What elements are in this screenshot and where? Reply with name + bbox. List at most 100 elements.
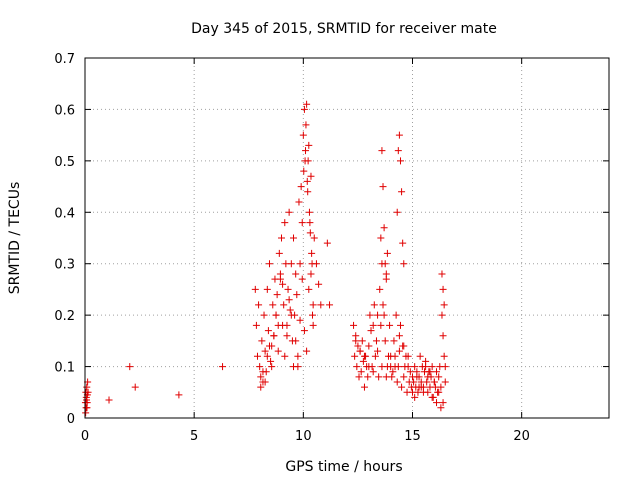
data-point [433,399,441,407]
data-point [264,327,272,335]
data-point [433,368,441,376]
data-point [303,347,311,355]
data-point [377,234,385,242]
data-point [253,352,261,360]
data-point [380,224,388,232]
data-point [299,131,307,139]
data-point [378,147,386,155]
data-point [395,332,403,340]
data-point [267,357,275,365]
data-points [81,100,449,417]
data-point [353,363,361,371]
data-point [409,388,416,396]
data-point [365,342,373,350]
data-point [383,249,391,257]
data-point [312,260,320,268]
data-point [359,357,367,365]
data-point [372,337,380,345]
data-point [356,347,364,355]
data-point [126,363,134,371]
data-point [261,347,269,355]
data-point [371,352,379,360]
data-point [396,321,404,329]
x-tick-label: 0 [81,429,89,444]
data-point [278,234,285,242]
data-point [387,352,395,360]
data-point [175,391,183,399]
grid-lines [85,58,609,418]
data-point [284,285,292,293]
data-point [272,311,280,319]
data-point [296,316,304,324]
data-point [426,368,434,376]
data-point [298,275,306,283]
data-point [82,409,90,417]
data-point [281,219,289,227]
data-point [296,260,304,268]
data-point [257,373,265,381]
data-point [352,337,360,345]
data-point [292,270,300,278]
y-tick-label: 0.7 [54,52,75,67]
data-point [411,363,419,371]
data-point [105,396,113,404]
data-point [351,352,359,360]
data-point [300,167,308,175]
data-point [265,260,273,268]
data-point [374,347,382,355]
data-point [294,352,302,360]
data-point [304,188,312,196]
data-point [274,347,282,355]
data-point [287,260,295,268]
data-point [392,311,400,319]
data-point [395,131,403,139]
data-point [395,347,403,355]
data-point [297,183,305,191]
data-point [360,352,368,360]
data-point [280,301,288,309]
data-point [375,373,383,381]
data-point [292,337,300,345]
data-point [381,337,389,345]
data-point [406,368,414,376]
data-point [399,239,407,247]
data-point [309,311,317,319]
data-point [423,378,431,386]
data-point [305,208,313,216]
data-point [390,337,398,345]
data-point [276,275,284,283]
data-point [398,383,406,391]
data-point [398,188,406,196]
data-point [252,321,260,329]
data-point [440,301,448,309]
data-point [435,373,443,381]
data-point [326,301,334,309]
data-point [306,229,314,237]
data-point [290,234,298,242]
data-point [323,239,331,247]
data-point [259,368,267,376]
data-point [295,198,303,206]
y-tick-label: 0.6 [54,103,75,118]
data-point [411,393,419,401]
data-point [404,352,412,360]
data-point [416,352,424,360]
data-point [393,208,401,216]
data-point [265,342,273,350]
data-point [317,301,325,309]
data-point [255,301,263,309]
data-point [315,280,323,288]
data-point [437,404,445,412]
data-point [435,388,443,396]
data-point [261,378,269,386]
data-point [364,373,372,381]
data-point [415,383,423,391]
y-axis-label: SRMTID / TECUs [7,182,23,295]
data-point [300,105,308,113]
data-point [379,183,387,191]
y-tick-label: 0.1 [54,361,75,376]
y-tick-label: 0 [67,412,75,427]
plot-frame [84,57,610,419]
data-point [304,157,312,165]
data-point [438,311,446,319]
